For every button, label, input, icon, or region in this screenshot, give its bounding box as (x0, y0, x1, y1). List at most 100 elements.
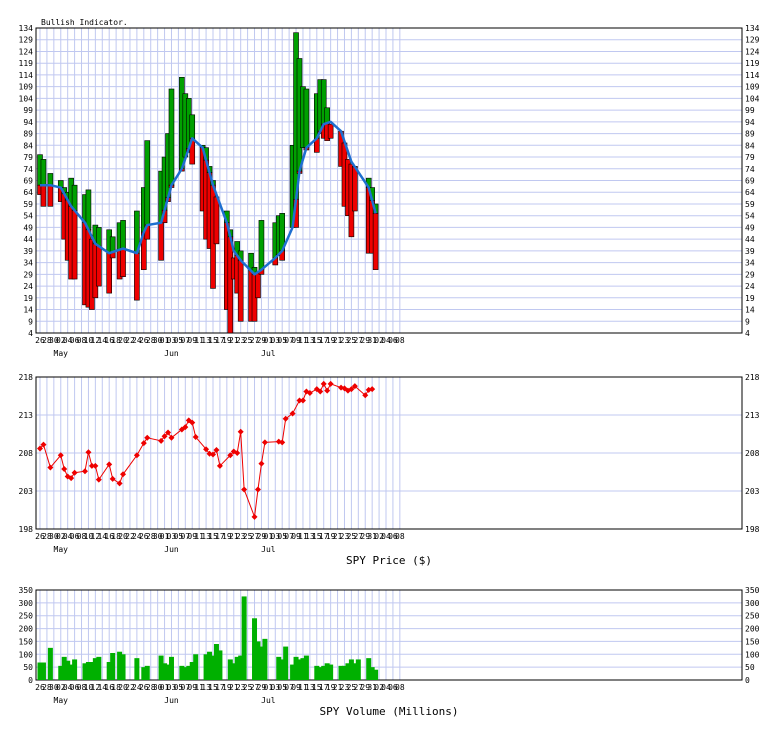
volume-bar (324, 663, 330, 680)
x-tick-label: 09 (187, 336, 197, 345)
x-axis-label: SPY Price ($) (346, 554, 432, 567)
y-tick-label-left: 0 (28, 676, 33, 685)
price-point (133, 452, 140, 459)
x-tick-label: 03 (270, 683, 280, 692)
price-point (109, 475, 116, 482)
price-point (210, 451, 216, 458)
x-tick-label: 25 (347, 683, 357, 692)
x-tick-label: 19 (222, 532, 232, 541)
volume-bar (65, 660, 71, 680)
volume-bar (182, 667, 188, 680)
volume-bar (262, 638, 268, 680)
x-tick-label: 27 (353, 336, 363, 345)
y-tick-label-left: 29 (23, 270, 33, 279)
x-tick-label: 23 (340, 336, 350, 345)
y-tick-label-left: 250 (19, 612, 34, 621)
x-tick-label: 18 (111, 532, 121, 541)
spy-price-panel: 2628300204060810121416182022242628300103… (19, 373, 760, 567)
x-tick-label: 08 (77, 683, 87, 692)
x-tick-label: 25 (243, 336, 253, 345)
volume-bar (106, 662, 112, 680)
volume-bar (293, 656, 299, 680)
x-tick-label: 06 (388, 336, 398, 345)
volume-bar (82, 663, 88, 680)
x-tick-label: 03 (167, 683, 177, 692)
y-tick-label-left: 59 (23, 200, 33, 209)
x-tick-label: 03 (270, 336, 280, 345)
price-point (327, 380, 334, 387)
y-tick-label-left: 200 (19, 625, 34, 634)
volume-bar (85, 662, 91, 680)
x-tick-label: 06 (70, 683, 80, 692)
x-tick-label: 10 (84, 336, 94, 345)
price-point (120, 471, 127, 478)
price-point (158, 437, 165, 444)
y-tick-label-right: 218 (745, 373, 760, 382)
price-point (40, 441, 47, 448)
volume-bar (40, 662, 46, 680)
volume-bar (276, 656, 282, 680)
y-tick-label-right: 350 (745, 586, 760, 595)
y-tick-label-left: 39 (23, 247, 33, 256)
x-tick-label: 30 (153, 683, 163, 692)
x-tick-label: 07 (180, 336, 190, 345)
x-tick-label: 15 (312, 532, 322, 541)
y-tick-label-right: 150 (745, 637, 760, 646)
x-tick-label: 06 (388, 532, 398, 541)
x-tick-label: 24 (132, 336, 142, 345)
y-tick-label-left: 198 (19, 525, 34, 534)
price-point (88, 462, 95, 469)
volume-bar (234, 656, 240, 680)
y-tick-label-left: 69 (23, 177, 33, 186)
bullish-indicator-panel: 2628300204060810121416182022242628300103… (19, 18, 760, 358)
volume-bar (179, 665, 185, 680)
volume-bar (68, 664, 74, 680)
price-point (296, 397, 303, 404)
volume-bar (117, 651, 123, 680)
x-tick-label: 19 (326, 336, 336, 345)
x-tick-label: 04 (381, 336, 391, 345)
x-tick-label: 08 (77, 532, 87, 541)
y-tick-label-right: 119 (745, 59, 760, 68)
price-point (81, 468, 88, 475)
x-tick-label: 22 (125, 683, 135, 692)
indicator-bar-up (168, 88, 175, 186)
x-tick-label: 22 (125, 336, 135, 345)
y-tick-label-left: 50 (23, 663, 33, 672)
x-tick-label: 08 (77, 336, 87, 345)
price-point (116, 480, 123, 487)
y-tick-label-left: 19 (23, 294, 33, 303)
indicator-bar-down (158, 222, 164, 261)
y-tick-label-right: 100 (745, 650, 760, 659)
price-point (258, 460, 265, 467)
volume-bar (369, 667, 375, 680)
x-tick-label: 15 (208, 683, 218, 692)
price-point (189, 419, 196, 426)
volume-bar (168, 656, 174, 680)
x-tick-label: 05 (174, 532, 184, 541)
x-tick-label: 04 (381, 532, 391, 541)
month-label: Jun (164, 696, 179, 705)
y-tick-label-left: 134 (19, 24, 34, 33)
y-tick-label-right: 203 (745, 487, 760, 496)
y-tick-label-left: 94 (23, 118, 33, 127)
volume-bar (203, 654, 209, 680)
x-tick-label: 28 (42, 336, 52, 345)
x-tick-label: 03 (167, 532, 177, 541)
x-tick-label: 07 (284, 532, 294, 541)
x-tick-label: 11 (194, 532, 204, 541)
y-tick-label-left: 89 (23, 130, 33, 139)
y-tick-label-right: 0 (745, 676, 750, 685)
plot-frame (35, 27, 743, 334)
x-tick-label: 31 (367, 336, 377, 345)
volume-bar (207, 651, 213, 680)
y-tick-label-right: 39 (745, 247, 755, 256)
y-tick-label-left: 124 (19, 47, 34, 56)
y-tick-label-right: 69 (745, 177, 755, 186)
y-tick-label-right: 200 (745, 625, 760, 634)
month-label: Jul (261, 349, 276, 358)
x-tick-label: 04 (63, 683, 73, 692)
volume-bar (217, 650, 223, 680)
x-tick-label: 29 (360, 683, 370, 692)
x-tick-label: 26 (35, 532, 45, 541)
